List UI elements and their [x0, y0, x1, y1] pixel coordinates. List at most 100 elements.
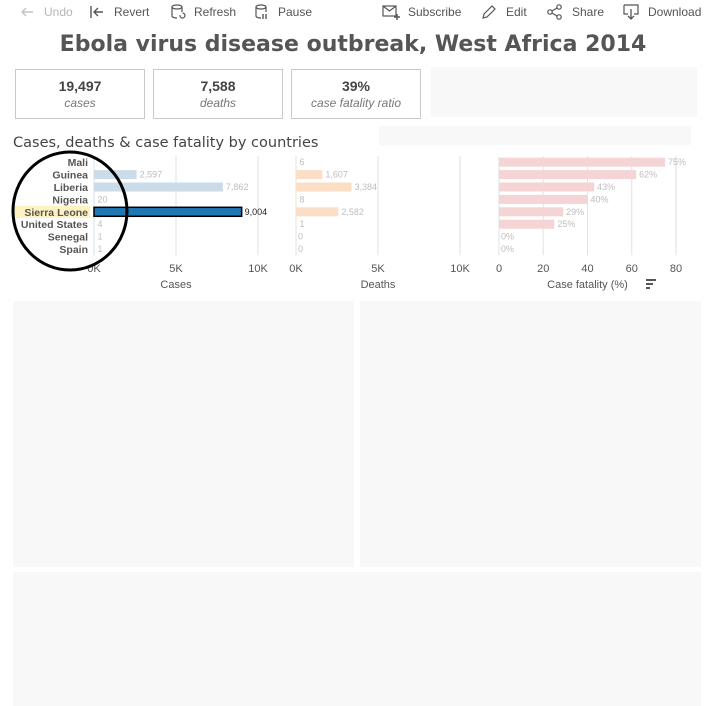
bar[interactable] — [94, 232, 95, 242]
kpi-fatality-label: case fatality ratio — [310, 96, 402, 110]
panel-placeholder-right — [360, 301, 701, 567]
dashboard-title: Ebola virus disease outbreak, West Afric… — [59, 32, 647, 57]
x-axis-title: Deaths — [361, 279, 396, 291]
share-label: Share — [572, 5, 605, 19]
kpi-fatality-value: 39% — [341, 78, 371, 94]
subscribe-button[interactable]: Subscribe — [382, 2, 461, 22]
undo-arrow-icon — [21, 7, 33, 17]
bar[interactable] — [499, 219, 555, 229]
country-label[interactable]: Mali — [68, 157, 89, 169]
data-label: 75% — [668, 157, 686, 167]
kpi-deaths-card[interactable]: 7,588 deaths — [153, 69, 283, 119]
mail-plus-icon — [382, 5, 400, 20]
bar[interactable] — [499, 194, 588, 204]
x-tick-label: 20 — [537, 263, 549, 275]
data-label: 0% — [501, 232, 514, 242]
edit-button[interactable]: Edit — [480, 2, 527, 22]
data-label: 6 — [300, 157, 305, 167]
bar[interactable] — [499, 207, 564, 217]
data-label: 0 — [298, 244, 303, 254]
data-label: 25% — [557, 219, 575, 229]
download-label: Download — [648, 5, 702, 19]
data-label: 2,597 — [140, 170, 163, 180]
edit-label: Edit — [506, 5, 527, 19]
deaths-chart: 0K 5K 10K Deaths 6 1,607 3,384 8 2,582 1 0 0 — [289, 156, 470, 291]
revert-label: Revert — [114, 5, 150, 19]
x-tick-label: 40 — [581, 263, 593, 275]
data-label: 29% — [566, 207, 584, 217]
revert-button[interactable]: Revert — [88, 2, 149, 22]
bar[interactable] — [296, 194, 297, 204]
bar[interactable] — [94, 219, 95, 229]
country-label[interactable]: United States — [21, 219, 88, 231]
filter-placeholder — [431, 67, 697, 117]
kpi-deaths-label: deaths — [199, 96, 237, 110]
data-label: 9,004 — [245, 207, 268, 217]
legend-placeholder — [379, 126, 691, 145]
toolbar: Undo Revert Refresh Pause Subscribe Edit… — [0, 0, 706, 24]
country-label[interactable]: Spain — [59, 244, 88, 256]
bar[interactable] — [499, 182, 595, 192]
download-button[interactable]: Download — [622, 2, 701, 22]
sort-icon[interactable] — [646, 279, 656, 289]
country-label[interactable]: Sierra Leone — [24, 207, 88, 219]
x-tick-label: 10K — [248, 263, 268, 275]
x-tick-label: 5K — [371, 263, 385, 275]
pause-button[interactable]: Pause — [252, 2, 312, 22]
bar[interactable] — [296, 170, 323, 180]
data-label: 40% — [591, 194, 609, 204]
annotation-circle — [11, 150, 129, 272]
x-axis-title: Case fatality (%) — [547, 279, 628, 291]
bar[interactable] — [296, 182, 352, 192]
country-label[interactable]: Liberia — [54, 182, 89, 194]
share-button[interactable]: Share — [546, 2, 604, 22]
country-label[interactable]: Senegal — [48, 232, 88, 244]
country-label[interactable]: Guinea — [52, 170, 88, 182]
x-tick-label: 0 — [496, 263, 502, 275]
kpi-cases-value: 19,497 — [58, 78, 102, 94]
data-label: 1 — [98, 244, 103, 254]
pencil-icon — [482, 5, 496, 19]
download-icon — [623, 4, 639, 20]
fatality-chart: 0 20 40 60 80 Case fatality (%) 75% 62% 43% 40% 29… — [496, 156, 686, 291]
bar[interactable] — [296, 219, 297, 229]
kpi-fatality-card[interactable]: 39% case fatality ratio — [291, 69, 421, 119]
bar[interactable] — [296, 207, 339, 217]
kpi-deaths-value: 7,588 — [200, 78, 236, 94]
bar[interactable] — [94, 244, 95, 254]
kpi-cases-label: cases — [64, 96, 96, 110]
bar[interactable] — [93, 206, 243, 218]
x-tick-label: 0K — [289, 263, 303, 275]
undo-label: Undo — [44, 5, 73, 19]
panel-placeholder-left — [13, 301, 354, 567]
kpi-cases-card[interactable]: 19,497 cases — [15, 69, 145, 119]
bar[interactable] — [499, 157, 665, 167]
undo-button[interactable]: Undo — [18, 2, 73, 22]
x-tick-label: 80 — [670, 263, 682, 275]
bar[interactable] — [499, 170, 637, 180]
data-label: 1 — [300, 219, 305, 229]
data-label: 2,582 — [341, 207, 364, 217]
x-tick-label: 60 — [626, 263, 638, 275]
pause-icon — [255, 4, 267, 19]
selected-country-highlight — [14, 205, 90, 218]
data-label: 62% — [639, 170, 657, 180]
bar[interactable] — [94, 182, 223, 192]
data-label: 20 — [98, 194, 108, 204]
refresh-button[interactable]: Refresh — [168, 2, 236, 22]
data-label: 4 — [98, 219, 103, 229]
country-label[interactable]: Nigeria — [52, 194, 88, 206]
subscribe-label: Subscribe — [408, 5, 462, 19]
data-label: 1,607 — [325, 170, 348, 180]
bar[interactable] — [296, 157, 297, 167]
panel-placeholder-bottom — [13, 572, 701, 706]
refresh-icon — [171, 4, 186, 19]
x-tick-label: 5K — [169, 263, 183, 275]
bar[interactable] — [94, 194, 95, 204]
data-label: 0% — [501, 244, 514, 254]
data-label: 1 — [98, 232, 103, 242]
x-axis-title: Cases — [160, 279, 192, 291]
